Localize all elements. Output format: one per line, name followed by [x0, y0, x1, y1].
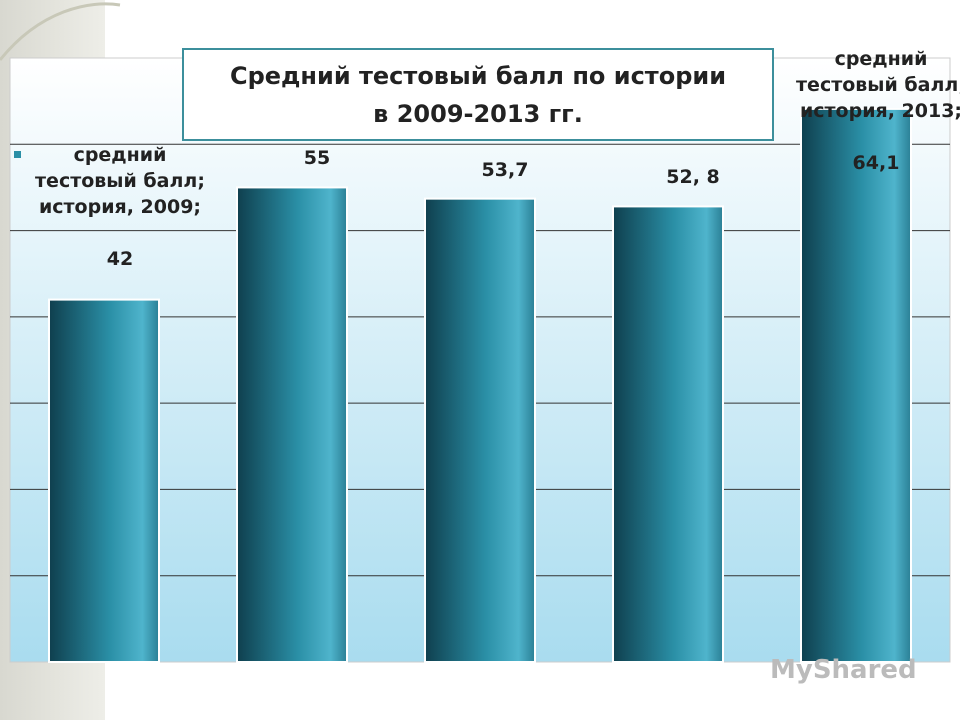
decor-swirl: [0, 2, 121, 61]
bar: [612, 205, 724, 663]
bar: [48, 298, 160, 663]
bar: [800, 107, 912, 663]
bar: [424, 197, 536, 663]
data-label: 42: [106, 248, 134, 270]
data-annotation: средний тестовый балл; история, 2009;: [35, 144, 205, 218]
data-label: 53,7: [481, 158, 529, 181]
legend-marker: [14, 151, 21, 158]
data-annotation: средний тестовый балл; история, 2013;: [796, 48, 960, 122]
bar: [236, 186, 348, 664]
data-label: 64,1: [852, 152, 900, 174]
data-label: 52, 8: [666, 166, 720, 189]
data-label: 55: [303, 147, 331, 170]
watermark: MyShared: [770, 655, 917, 685]
chart-title: Средний тестовый балл по истории в 2009-…: [182, 48, 774, 141]
